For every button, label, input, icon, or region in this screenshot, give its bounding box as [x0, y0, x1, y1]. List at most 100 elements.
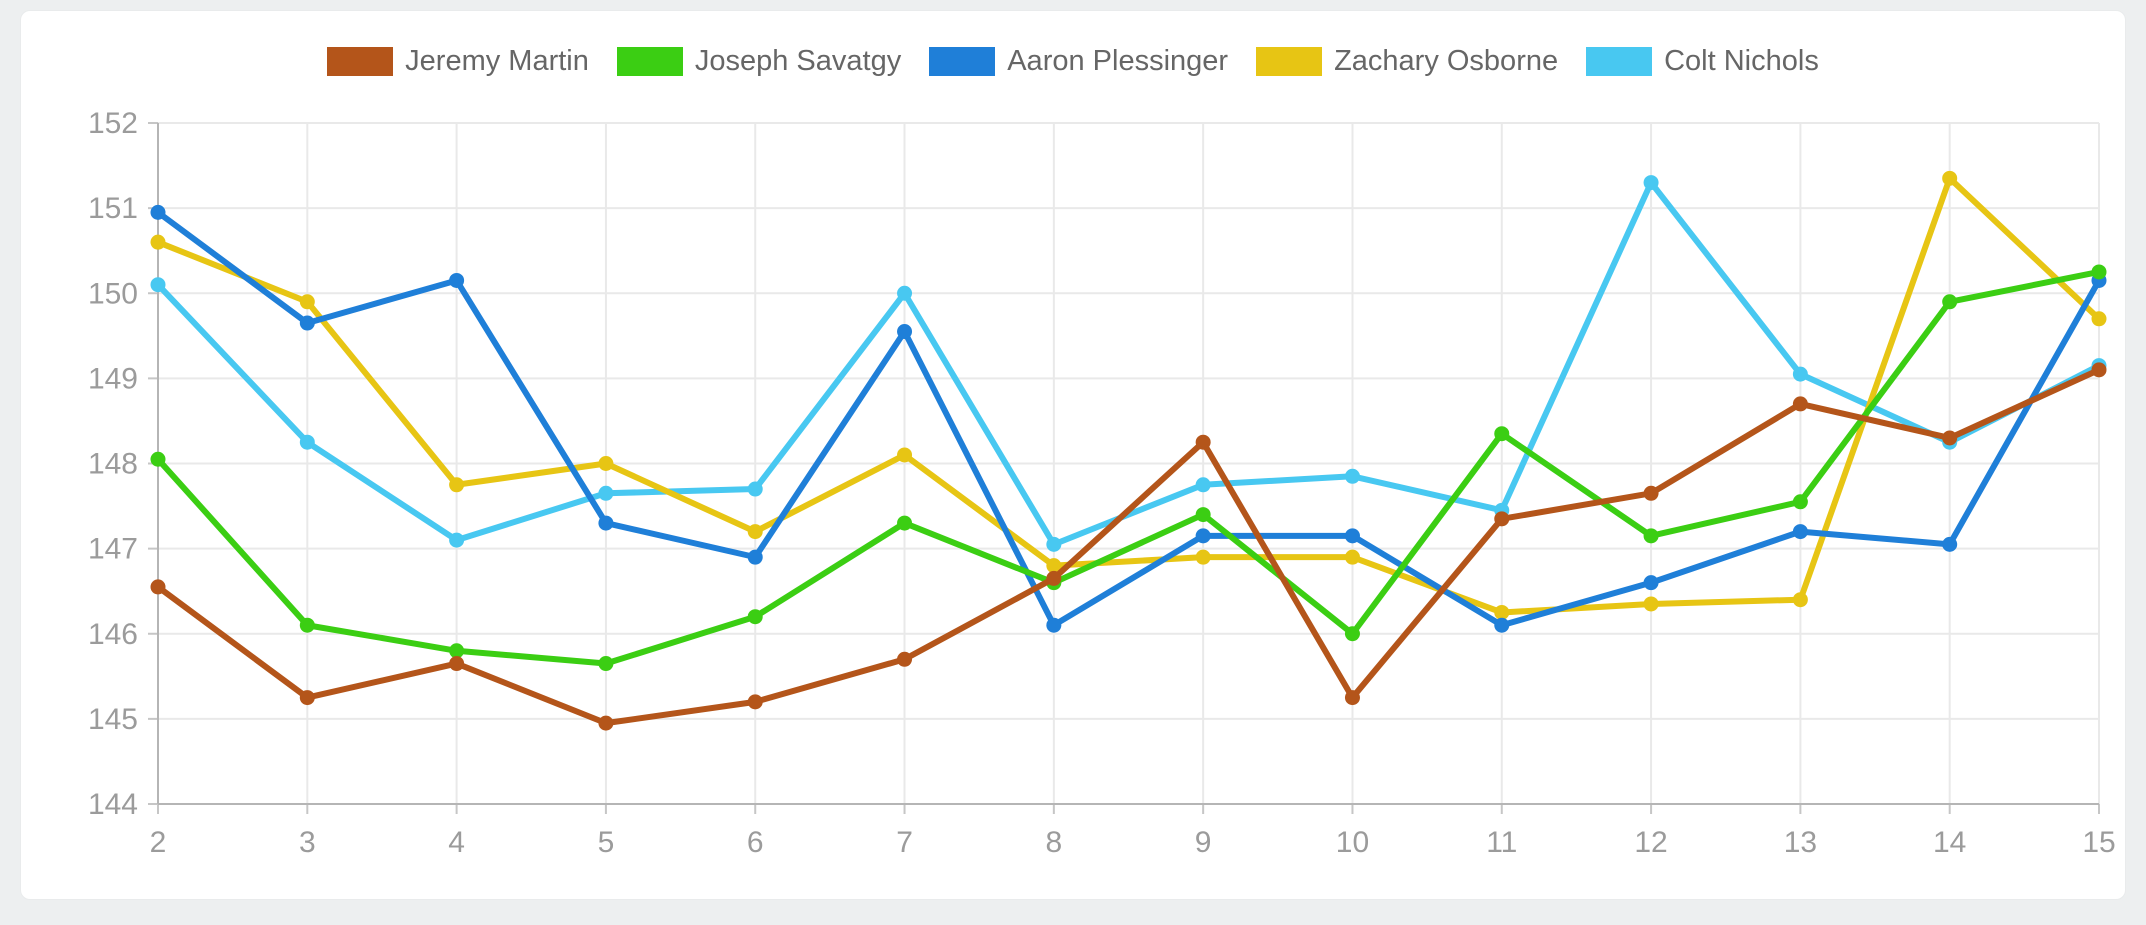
data-point-aaron-plessinger-x12[interactable]	[1643, 575, 1659, 591]
series-line-zachary-osborne	[155, 175, 2102, 616]
legend-swatch	[616, 47, 683, 76]
data-point-jeremy-martin-x4[interactable]	[449, 656, 465, 672]
data-point-joseph-savatgy-x10[interactable]	[1344, 626, 1360, 642]
legend-label: Jeremy Martin	[405, 45, 589, 77]
data-point-aaron-plessinger-x3[interactable]	[299, 315, 315, 331]
x-tick-label: 6	[747, 826, 764, 859]
series-line-colt-nichols	[155, 179, 2102, 548]
data-point-jeremy-martin-x10[interactable]	[1344, 690, 1360, 706]
data-point-jeremy-martin-x7[interactable]	[897, 651, 913, 667]
data-point-aaron-plessinger-x9[interactable]	[1195, 528, 1211, 544]
data-point-aaron-plessinger-x5[interactable]	[598, 515, 614, 531]
x-tick-label: 14	[1933, 826, 1966, 859]
data-point-colt-nichols-x3[interactable]	[299, 434, 315, 450]
x-tick-label: 3	[299, 826, 316, 859]
x-tick-label: 9	[1195, 826, 1212, 859]
data-point-colt-nichols-x8[interactable]	[1046, 536, 1062, 552]
series-line-aaron-plessinger	[155, 209, 2102, 629]
data-point-colt-nichols-x12[interactable]	[1643, 175, 1659, 191]
series-joseph-savatgy	[150, 264, 2107, 672]
data-point-jeremy-martin-x8[interactable]	[1046, 570, 1062, 586]
gridlines	[158, 122, 2100, 804]
data-point-colt-nichols-x5[interactable]	[598, 485, 614, 501]
data-point-jeremy-martin-x2[interactable]	[150, 579, 166, 595]
data-point-jeremy-martin-x5[interactable]	[598, 715, 614, 731]
x-tick-label: 5	[598, 826, 615, 859]
data-point-zachary-osborne-x6[interactable]	[747, 524, 763, 540]
data-point-aaron-plessinger-x14[interactable]	[1942, 536, 1958, 552]
data-point-zachary-osborne-x10[interactable]	[1344, 549, 1360, 565]
data-point-zachary-osborne-x3[interactable]	[299, 294, 315, 310]
data-point-zachary-osborne-x13[interactable]	[1792, 592, 1808, 608]
data-point-zachary-osborne-x11[interactable]	[1494, 604, 1510, 620]
data-point-zachary-osborne-x7[interactable]	[897, 447, 913, 463]
data-point-joseph-savatgy-x12[interactable]	[1643, 528, 1659, 544]
y-tick-label: 144	[88, 788, 138, 821]
data-point-aaron-plessinger-x10[interactable]	[1344, 528, 1360, 544]
data-point-jeremy-martin-x11[interactable]	[1494, 511, 1510, 527]
series-line-jeremy-martin	[155, 366, 2102, 727]
data-point-zachary-osborne-x9[interactable]	[1195, 549, 1211, 565]
data-point-zachary-osborne-x14[interactable]	[1942, 170, 1958, 186]
data-point-aaron-plessinger-x13[interactable]	[1792, 524, 1808, 540]
data-point-joseph-savatgy-x15[interactable]	[2091, 264, 2107, 280]
data-point-jeremy-martin-x6[interactable]	[747, 694, 763, 710]
data-point-joseph-savatgy-x14[interactable]	[1942, 294, 1958, 310]
series-aaron-plessinger	[150, 204, 2107, 633]
data-point-zachary-osborne-x15[interactable]	[2091, 311, 2107, 327]
x-tick-label: 7	[896, 826, 913, 859]
data-point-zachary-osborne-x12[interactable]	[1643, 596, 1659, 612]
legend-item-colt-nichols[interactable]: Colt Nichols	[1586, 45, 1819, 78]
data-point-jeremy-martin-x9[interactable]	[1195, 434, 1211, 450]
data-point-joseph-savatgy-x3[interactable]	[299, 617, 315, 633]
legend-item-zachary-osborne[interactable]: Zachary Osborne	[1256, 45, 1558, 78]
data-point-colt-nichols-x4[interactable]	[449, 532, 465, 548]
series-zachary-osborne	[150, 170, 2107, 620]
data-point-joseph-savatgy-x11[interactable]	[1494, 426, 1510, 442]
data-point-zachary-osborne-x5[interactable]	[598, 456, 614, 471]
y-tick-label: 145	[88, 703, 138, 736]
series-colt-nichols	[150, 175, 2107, 552]
data-point-joseph-savatgy-x7[interactable]	[897, 515, 913, 531]
data-point-joseph-savatgy-x5[interactable]	[598, 656, 614, 672]
legend-item-aaron-plessinger[interactable]: Aaron Plessinger	[929, 45, 1228, 78]
data-point-colt-nichols-x7[interactable]	[897, 285, 913, 301]
legend-item-jeremy-martin[interactable]: Jeremy Martin	[327, 45, 589, 78]
data-point-aaron-plessinger-x8[interactable]	[1046, 617, 1062, 633]
data-point-joseph-savatgy-x6[interactable]	[747, 609, 763, 625]
data-point-zachary-osborne-x4[interactable]	[449, 477, 465, 493]
data-point-aaron-plessinger-x6[interactable]	[747, 549, 763, 565]
data-point-joseph-savatgy-x2[interactable]	[150, 451, 166, 467]
data-point-colt-nichols-x10[interactable]	[1344, 468, 1360, 484]
data-point-colt-nichols-x6[interactable]	[747, 481, 763, 497]
data-point-jeremy-martin-x12[interactable]	[1643, 485, 1659, 501]
data-point-zachary-osborne-x8[interactable]	[1046, 558, 1062, 574]
chart-card: Jeremy Martin Joseph Savatgy Aaron Plessin…	[20, 10, 2126, 900]
data-point-joseph-savatgy-x13[interactable]	[1792, 494, 1808, 510]
data-point-colt-nichols-x13[interactable]	[1792, 366, 1808, 382]
data-point-zachary-osborne-x2[interactable]	[150, 234, 166, 250]
y-tick-label: 146	[88, 618, 138, 651]
legend-swatch	[929, 47, 996, 76]
chart-legend: Jeremy Martin Joseph Savatgy Aaron Plessin…	[21, 45, 2125, 78]
data-point-aaron-plessinger-x7[interactable]	[897, 324, 913, 340]
data-point-jeremy-martin-x15[interactable]	[2091, 362, 2107, 378]
x-tick-label: 10	[1336, 826, 1369, 859]
data-point-jeremy-martin-x13[interactable]	[1792, 396, 1808, 412]
data-point-joseph-savatgy-x9[interactable]	[1195, 507, 1211, 523]
data-point-aaron-plessinger-x2[interactable]	[150, 204, 166, 220]
data-point-jeremy-martin-x14[interactable]	[1942, 430, 1958, 446]
series-line-joseph-savatgy	[155, 268, 2102, 667]
data-point-colt-nichols-x9[interactable]	[1195, 477, 1211, 493]
x-tick-label: 4	[448, 826, 465, 859]
x-tick-label: 15	[2082, 826, 2115, 859]
data-point-aaron-plessinger-x4[interactable]	[449, 272, 465, 288]
data-point-joseph-savatgy-x4[interactable]	[449, 643, 465, 659]
legend-swatch	[1586, 47, 1653, 76]
x-tick-label: 13	[1784, 826, 1817, 859]
legend-label: Aaron Plessinger	[1007, 45, 1229, 77]
data-point-jeremy-martin-x3[interactable]	[299, 690, 315, 706]
data-point-aaron-plessinger-x11[interactable]	[1494, 617, 1510, 633]
legend-item-joseph-savatgy[interactable]: Joseph Savatgy	[616, 45, 901, 78]
data-point-colt-nichols-x2[interactable]	[150, 277, 166, 293]
